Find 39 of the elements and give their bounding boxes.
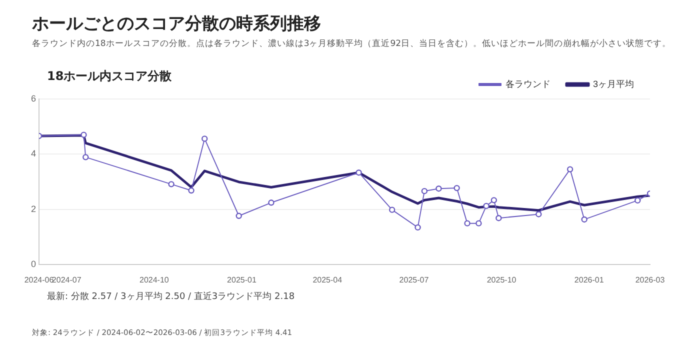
point <box>388 206 396 213</box>
point <box>188 187 194 194</box>
point <box>581 216 588 223</box>
point <box>464 220 470 226</box>
x-tick-label: 2025-10 <box>486 275 517 284</box>
point <box>82 154 89 160</box>
point <box>496 214 502 222</box>
y-tick-label: 0 <box>30 258 36 269</box>
point <box>483 202 490 210</box>
point <box>454 184 460 192</box>
x-tick-label: 2025-01 <box>227 275 257 284</box>
point <box>436 185 442 192</box>
point <box>168 181 174 188</box>
y-tick-label: 6 <box>30 93 36 104</box>
legend-label: 各ラウンド <box>505 78 550 89</box>
x-tick-label: 2026-01 <box>574 275 604 284</box>
x-tick-label: 2024-10 <box>139 275 170 284</box>
point <box>566 166 574 172</box>
x-tick-label: 2025-07 <box>399 275 430 284</box>
point <box>634 197 641 204</box>
text: 最新: 分散 2.57 / 3ヶ月平均 2.50 / 直近3ラウンド平均 2.18 <box>47 290 295 303</box>
legend-label: 3ヶ月平均 <box>592 78 634 89</box>
point <box>536 211 542 218</box>
chart-title: ホールごとのスコア分散の時系列推移 <box>32 13 321 35</box>
x-tick-label: 2026-03 <box>635 275 666 284</box>
x-tick-label: 2025-04 <box>312 275 343 284</box>
chart-subtitle: 各ラウンド内の18ホールスコアの分散。点は各ラウンド、濃い線は3ヶ月移動平均（直近92日、当日を含む）。低いほどホール間の崩れ幅が小さい状態です。 <box>32 38 672 50</box>
point <box>476 220 482 226</box>
y-axis-title: 18ホール内スコア分散 <box>47 68 172 85</box>
point <box>80 132 87 138</box>
point <box>421 188 428 194</box>
point <box>356 170 362 176</box>
point <box>268 200 274 206</box>
point <box>414 224 421 231</box>
point <box>236 212 242 219</box>
y-tick-label: 2 <box>30 204 36 214</box>
y-tick-label: 4 <box>30 148 36 159</box>
point <box>202 136 208 142</box>
point <box>490 197 498 204</box>
